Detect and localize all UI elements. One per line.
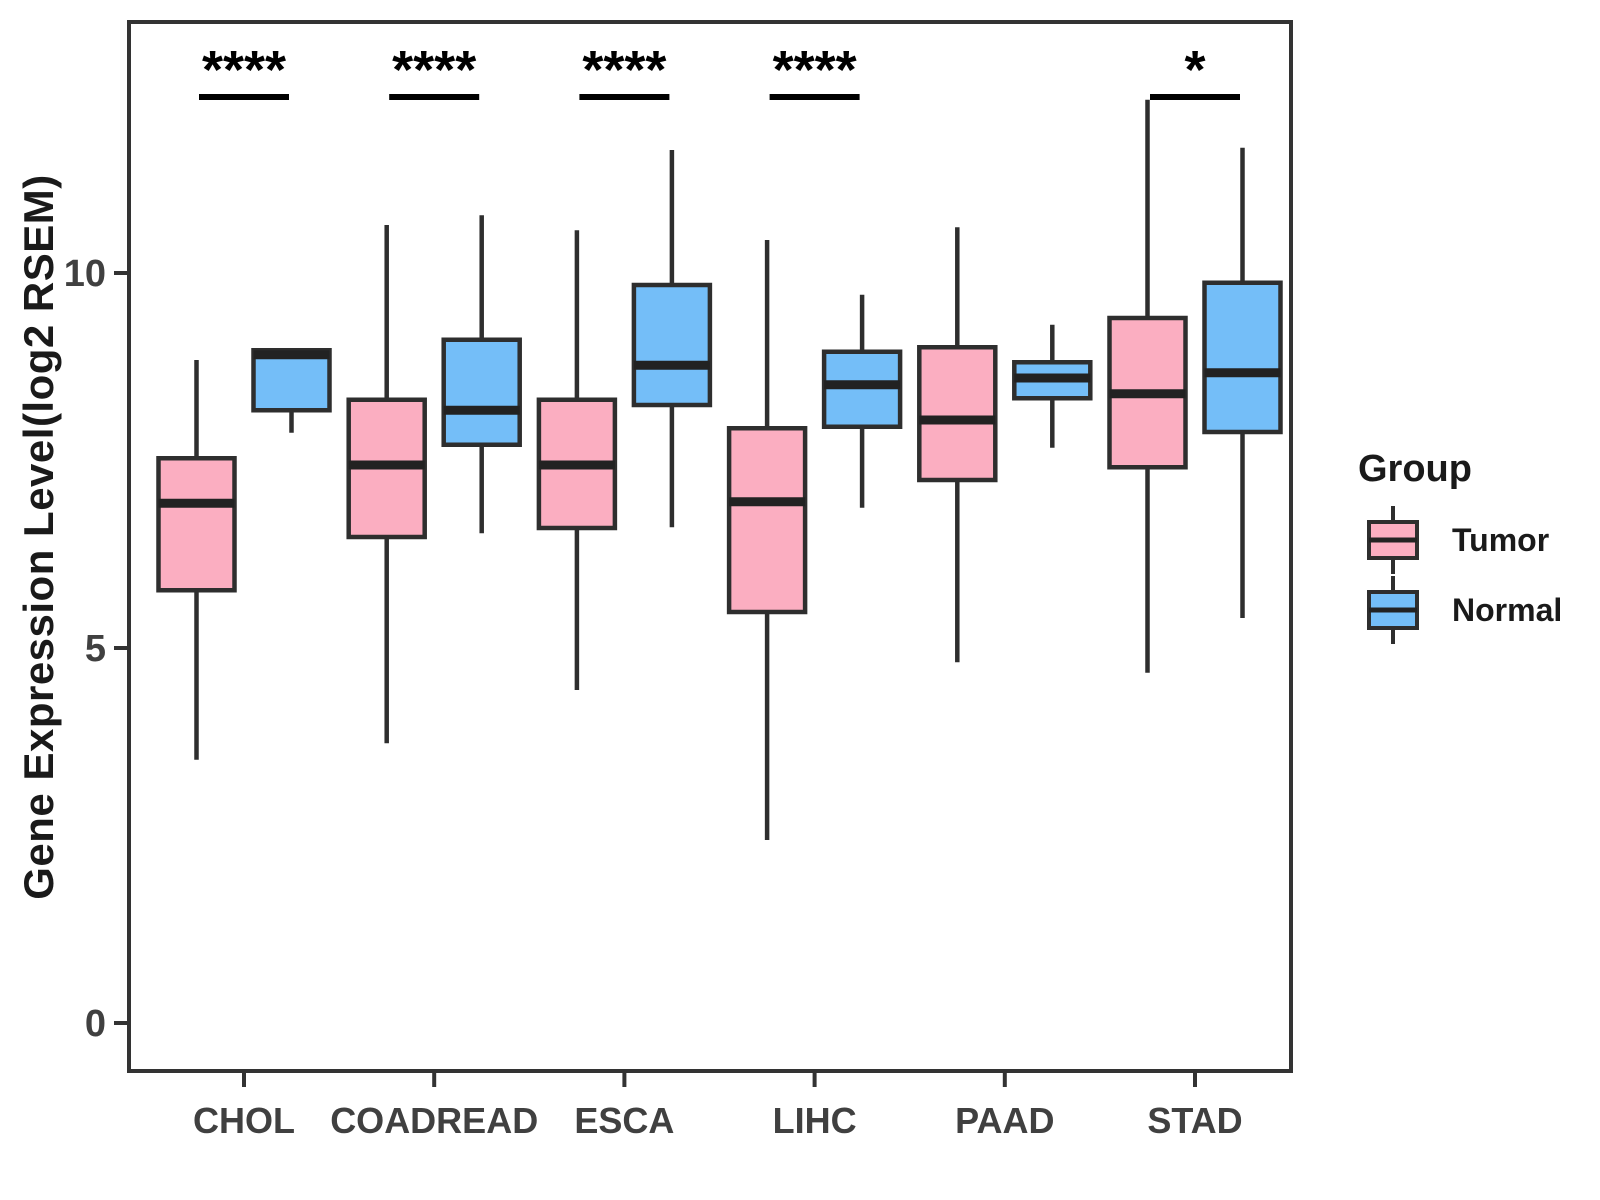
y-tick-label-0: 0 xyxy=(85,1003,106,1045)
x-tick-label-STAD: STAD xyxy=(1147,1100,1242,1141)
box-stad-normal xyxy=(1202,280,1283,435)
plot-panel-border xyxy=(127,20,1293,1073)
box-lihc-tumor xyxy=(726,426,808,615)
box-esca-normal xyxy=(631,282,713,408)
tumor-boxplot-glyph xyxy=(1367,506,1419,574)
x-tick-label-ESCA: ESCA xyxy=(574,1100,674,1141)
box-paad-tumor xyxy=(917,345,998,483)
box-chol-tumor xyxy=(156,456,237,593)
y-tick-label-10: 10 xyxy=(64,253,106,295)
significance-bar-lihc xyxy=(769,94,860,100)
significance-label-chol: **** xyxy=(202,40,286,100)
legend: Group Tumor Normal xyxy=(1338,448,1588,645)
significance-label-stad: * xyxy=(1184,40,1205,100)
significance-bar-coadread xyxy=(389,94,480,100)
y-tick-label-5: 5 xyxy=(85,628,106,670)
significance-bar-chol xyxy=(199,94,289,100)
significance-label-lihc: **** xyxy=(773,40,857,100)
x-tick-label-PAAD: PAAD xyxy=(955,1100,1054,1141)
significance-label-esca: **** xyxy=(582,40,666,100)
legend-item-normal: Normal xyxy=(1338,575,1588,645)
legend-item-tumor: Tumor xyxy=(1338,505,1588,575)
legend-label-normal: Normal xyxy=(1452,591,1563,628)
significance-bar-esca xyxy=(579,94,670,100)
normal-boxplot-glyph xyxy=(1367,576,1419,644)
y-axis-title: Gene Expression Level(log2 RSEM) xyxy=(15,174,62,900)
x-tick-label-LIHC: LIHC xyxy=(773,1100,857,1141)
legend-title: Group xyxy=(1358,448,1472,490)
significance-bar-stad xyxy=(1150,94,1240,100)
legend-label-tumor: Tumor xyxy=(1452,521,1550,558)
box-coadread-normal xyxy=(441,337,522,447)
significance-label-coadread: **** xyxy=(392,40,476,100)
x-tick-label-COADREAD: COADREAD xyxy=(330,1100,538,1141)
x-tick-label-CHOL: CHOL xyxy=(193,1100,295,1141)
